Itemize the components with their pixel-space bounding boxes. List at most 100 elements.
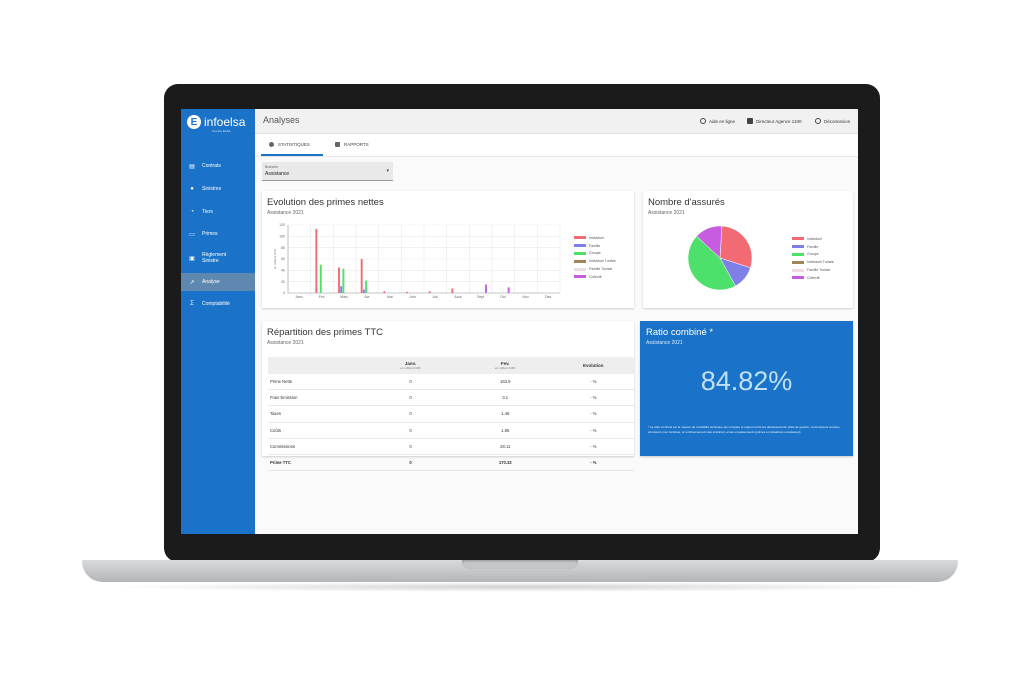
- x-tick-label: Aout: [454, 295, 461, 299]
- branche-select[interactable]: Branche Assistance ▾: [262, 162, 393, 181]
- y-tick-label: 60: [281, 257, 285, 261]
- sidebar-item-sinistres[interactable]: ● Sinistres: [181, 180, 255, 198]
- bar: [406, 291, 408, 293]
- app-logo[interactable]: E infoelsa: [187, 115, 245, 129]
- column-header: [268, 357, 364, 374]
- sidebar-item-analyse[interactable]: ↗ Analyse: [181, 273, 255, 291]
- table-cell: 1.85: [457, 422, 553, 439]
- bar: [340, 286, 343, 293]
- card-subtitle: Assistance 2021: [267, 210, 304, 216]
- sidebar-item-label: Tiers: [202, 209, 213, 215]
- legend-swatch: [792, 237, 804, 241]
- table-cell: 0: [363, 454, 458, 472]
- legend-item[interactable]: Famille Tunisie: [792, 266, 834, 274]
- logo-text: infoelsa: [204, 115, 246, 129]
- table-cell: 0: [363, 374, 458, 391]
- table-cell: - %: [552, 454, 634, 472]
- bar: [383, 291, 386, 293]
- select-value: Assistance: [265, 171, 290, 177]
- laptop-shadow: [100, 582, 940, 592]
- x-tick-label: Juil.: [432, 295, 438, 299]
- column-header: Janv. en milliers DZD: [363, 357, 458, 374]
- legend-item[interactable]: Groupe: [574, 250, 616, 258]
- table-row: Prime TTC 0 170.33- %: [268, 454, 634, 472]
- chart-icon: [269, 142, 274, 147]
- laptop-notch: [462, 560, 578, 569]
- help-icon: [700, 118, 706, 124]
- table-row: Coûts 0 1.85- %: [268, 422, 634, 439]
- bar: [451, 288, 454, 293]
- bar: [485, 284, 487, 293]
- sidebar-item-label: Comptabilité: [202, 301, 230, 307]
- card-title: Répartition des primes TTC: [267, 327, 383, 338]
- user-menu[interactable]: Directeur Agence 1100: [747, 118, 801, 124]
- ratio-value: 84.82%: [700, 366, 793, 396]
- legend-item[interactable]: Groupe: [792, 251, 834, 259]
- help-label: Aide en ligne: [709, 118, 736, 124]
- bar: [428, 291, 431, 293]
- tab-statistiques[interactable]: STATISTIQUES: [269, 142, 310, 147]
- pie-slice: [687, 235, 736, 291]
- table-row: Commissions 0 28.11- %: [268, 438, 634, 455]
- bar: [338, 267, 340, 293]
- legend-item[interactable]: Famille Tunisie: [574, 265, 616, 273]
- table-cell: 1.48: [457, 405, 553, 423]
- legend-label: Famille Tunisie: [589, 267, 613, 272]
- table-cell: 0: [363, 438, 458, 455]
- table-cell: - %: [552, 374, 634, 391]
- x-tick-label: Marc.: [340, 295, 349, 299]
- logout-button[interactable]: Déconnexion: [815, 118, 850, 124]
- legend-label: Individuel: [589, 235, 604, 240]
- ratio-card: Ratio combiné * Assistance 2021 84.82% *…: [640, 321, 853, 456]
- legend-label: Individuel Tunisie: [589, 259, 616, 264]
- table-cell: Taxes: [268, 405, 364, 423]
- legend-label: Famille: [807, 244, 819, 249]
- person-icon: ●: [190, 186, 194, 192]
- legend-swatch: [792, 260, 804, 264]
- user-icon: [747, 118, 753, 124]
- legend-swatch: [792, 245, 804, 249]
- bar: [507, 287, 510, 293]
- x-tick-label: Dec.: [545, 295, 552, 299]
- legend-item[interactable]: Collectif: [574, 273, 616, 281]
- legend-swatch: [792, 276, 804, 280]
- pie-slice: [696, 225, 723, 259]
- ratio-title: Ratio combiné *: [646, 327, 714, 338]
- table-cell: 28.11: [457, 438, 553, 455]
- help-link[interactable]: Aide en ligne: [700, 118, 735, 124]
- column-header: Evolution: [552, 357, 634, 374]
- legend-item[interactable]: Individuel Tunisie: [574, 257, 616, 265]
- sidebar-item-comptabilite[interactable]: Σ Comptabilité: [181, 295, 255, 313]
- legend-item[interactable]: Individuel: [792, 235, 834, 243]
- table-cell: Prime Nette: [268, 374, 364, 391]
- legend-item[interactable]: Famille: [574, 242, 616, 250]
- sidebar-item-label: Analyse: [202, 279, 220, 285]
- table-row: Frais Emission 0 3.1- %: [268, 389, 634, 407]
- card-icon: ▭: [189, 231, 195, 238]
- x-tick-label: Oct.: [500, 295, 506, 299]
- legend-item[interactable]: Individuel Tunisie: [792, 258, 834, 266]
- legend-item[interactable]: Famille: [792, 243, 834, 251]
- sidebar-item-contrats[interactable]: ▤ Contrats: [181, 157, 255, 175]
- legend-swatch: [574, 251, 586, 255]
- sidebar-item-reglement-sinistre[interactable]: ▣ Règlement Sinistre: [181, 248, 255, 268]
- sidebar-item-primes[interactable]: ▭ Primes: [181, 225, 255, 243]
- legend-swatch: [792, 252, 804, 256]
- pie-chart: [687, 225, 753, 291]
- logo-subtitle: Groupe ELSA: [212, 129, 231, 133]
- sidebar-item-tiers[interactable]: ◔ Tiers: [181, 203, 255, 221]
- assures-card: Nombre d'assurés Assistance 2021 Individ…: [643, 191, 853, 308]
- legend-item[interactable]: Collectif: [792, 274, 834, 282]
- tab-rapports[interactable]: RAPPORTS: [335, 142, 369, 147]
- user-label: Directeur Agence 1100: [756, 118, 802, 124]
- legend-swatch: [574, 259, 586, 263]
- select-label: Branche: [265, 165, 279, 169]
- legend-swatch: [574, 267, 586, 271]
- legend-item[interactable]: Individuel: [574, 234, 616, 242]
- bar-chart: 0 20 40 60 80 100 120 en milliers DZD Janv. Fev. M…: [273, 223, 561, 299]
- table-cell: - %: [552, 438, 634, 455]
- y-tick-label: 80: [281, 246, 285, 250]
- legend-label: Individuel Tunisie: [807, 260, 834, 265]
- legend-label: Famille: [589, 243, 601, 248]
- table-cell: 3.1: [457, 389, 553, 407]
